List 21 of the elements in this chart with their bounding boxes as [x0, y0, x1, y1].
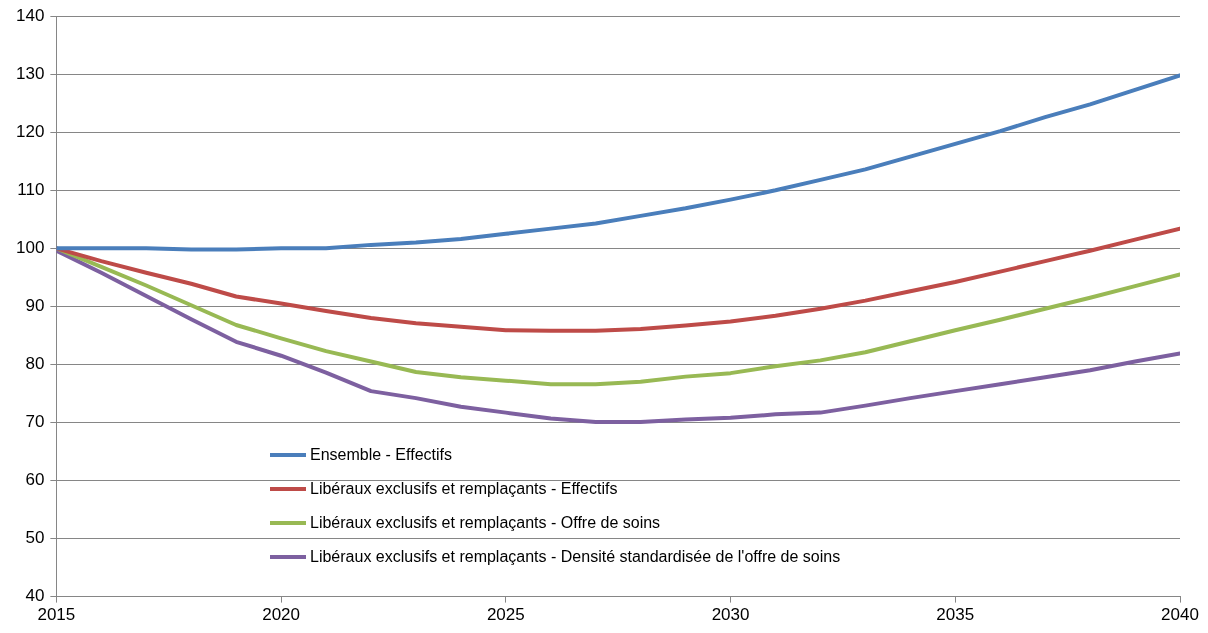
y-tick-label: 130 — [15, 63, 45, 83]
y-tick-label: 70 — [25, 412, 45, 432]
y-tick-label: 90 — [25, 296, 45, 316]
y-tick-label: 120 — [15, 121, 45, 141]
legend-label: Libéraux exclusifs et remplaçants - Densité standardisée de l'offre de soins — [310, 548, 841, 566]
y-tick-label: 110 — [17, 180, 45, 200]
y-tick-label: 50 — [25, 528, 45, 548]
legend-label: Libéraux exclusifs et remplaçants - Effectifs — [310, 480, 618, 498]
x-tick-label: 2030 — [711, 605, 750, 625]
legend-label: Libéraux exclusifs et remplaçants - Offre de soins — [310, 514, 661, 532]
y-tick-label: 60 — [25, 470, 45, 490]
y-tick-label: 80 — [25, 354, 45, 374]
y-tick-label: 140 — [15, 5, 45, 25]
x-tick-label: 2015 — [37, 605, 76, 625]
x-tick-label: 2040 — [1161, 605, 1199, 625]
x-tick-label: 2035 — [936, 605, 975, 625]
legend-label: Ensemble - Effectifs — [310, 446, 452, 464]
x-tick-label: 2025 — [486, 605, 525, 625]
y-tick-label: 40 — [25, 586, 45, 606]
x-tick-label: 2020 — [262, 605, 301, 625]
y-tick-label: 100 — [15, 238, 45, 258]
